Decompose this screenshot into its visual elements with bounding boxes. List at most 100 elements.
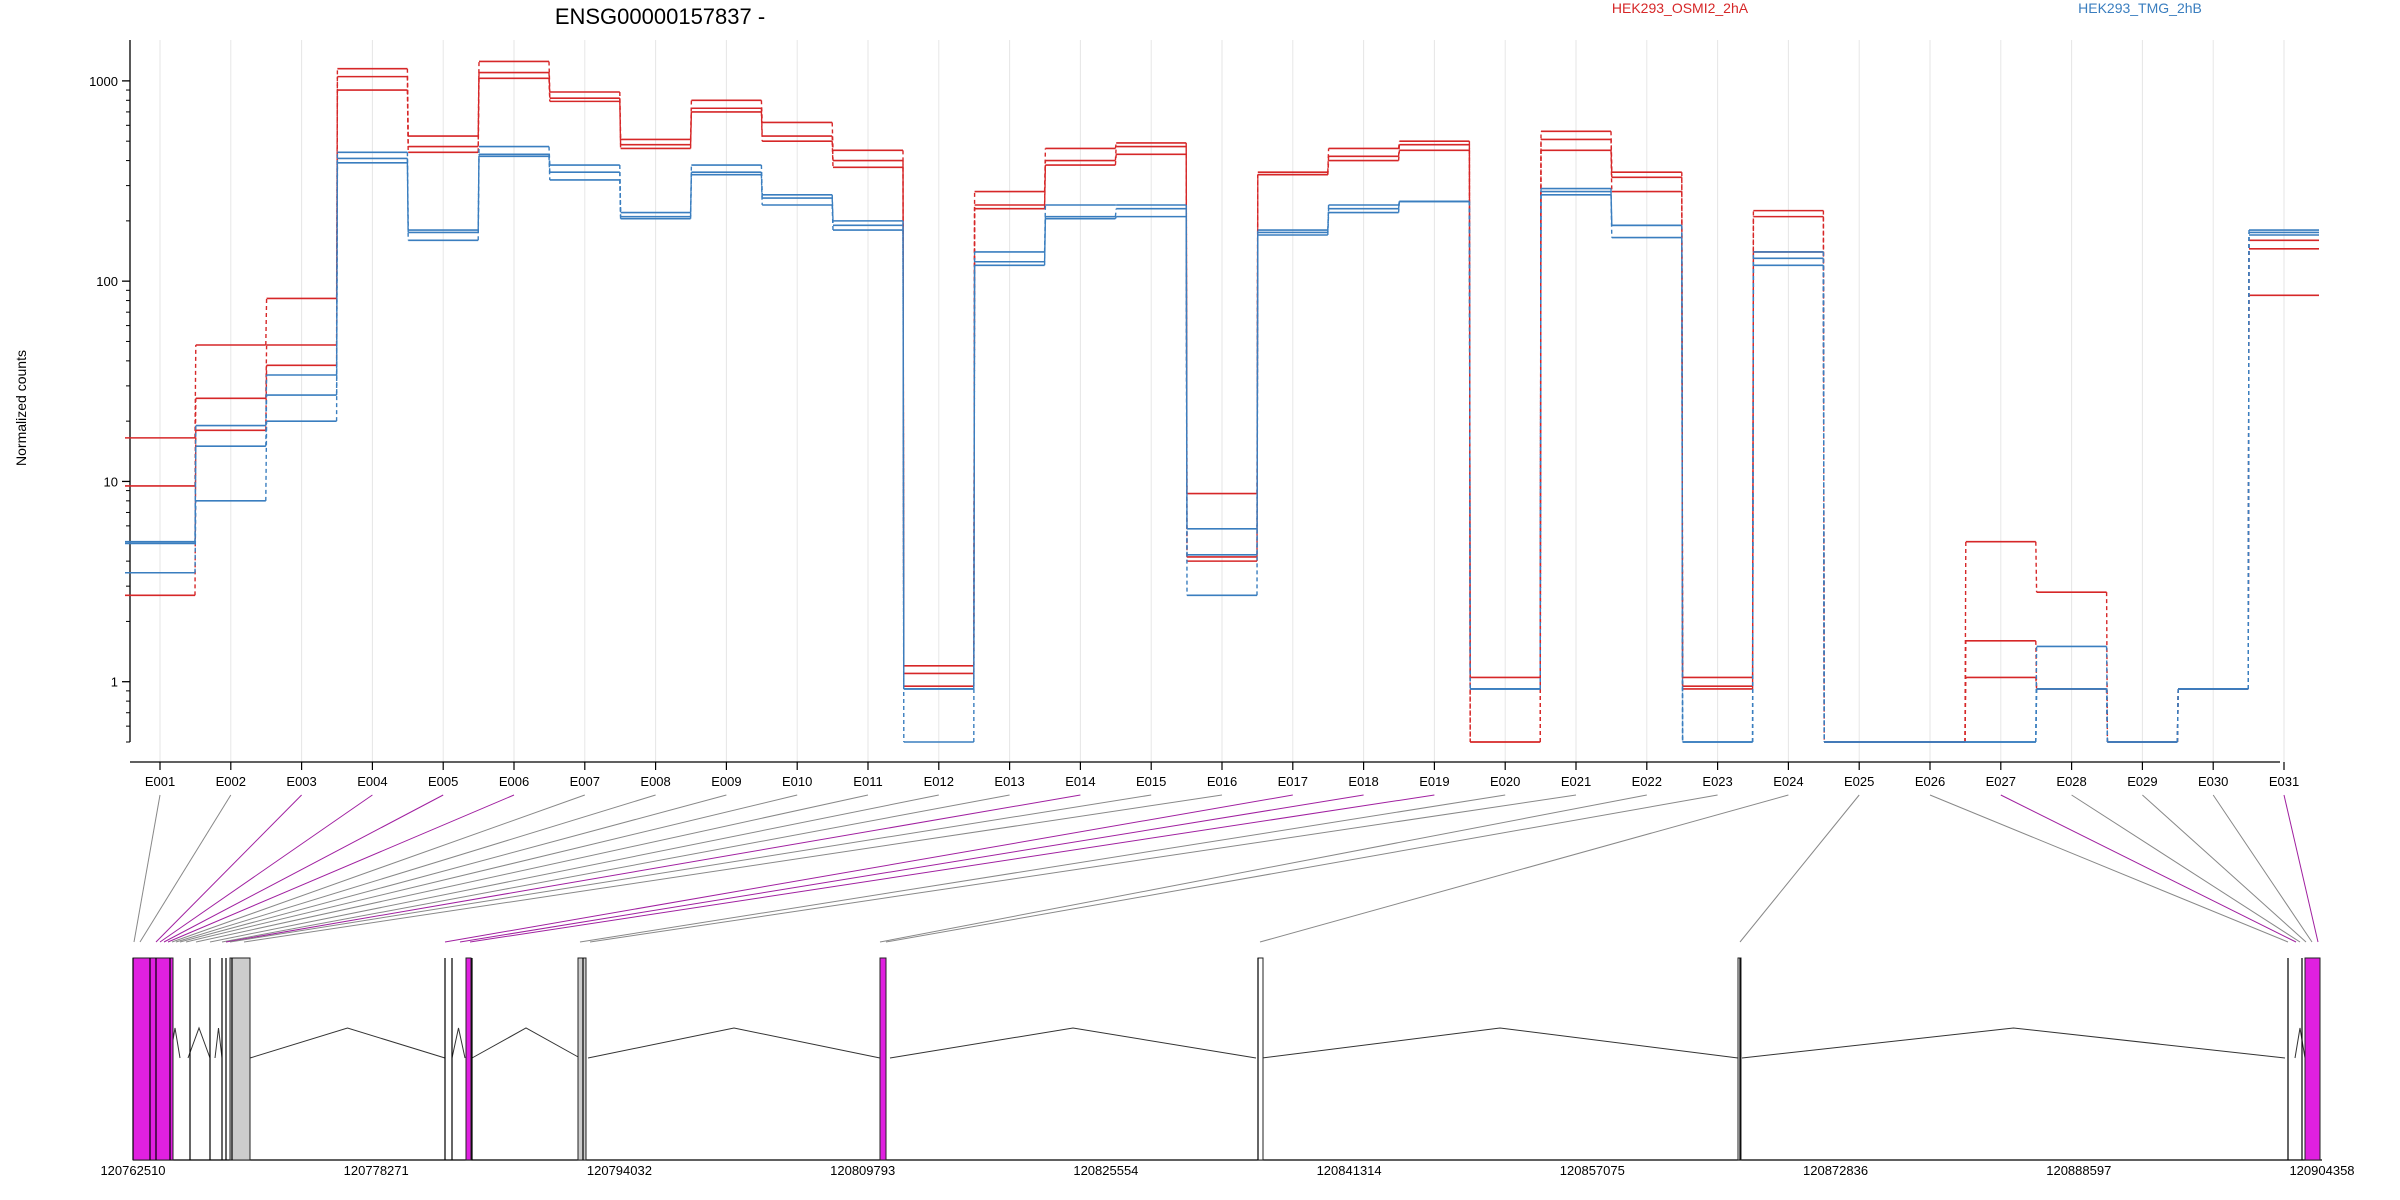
x-tick-label-E001: E001 <box>145 774 175 789</box>
series-connector <box>1114 154 1117 166</box>
exon-connector-E017 <box>444 794 1293 943</box>
gene-axis-tick-label: 120857075 <box>1560 1163 1625 1178</box>
intron-line <box>187 1026 211 1059</box>
gene-axis-tick-label: 120778271 <box>344 1163 409 1178</box>
series-connector <box>2247 230 2250 689</box>
series-connector <box>2105 592 2109 743</box>
series-connector <box>1043 216 1047 262</box>
series-connector <box>1327 212 1330 236</box>
series-connector <box>1822 265 1825 743</box>
x-tick-label-E008: E008 <box>640 774 670 789</box>
exon-block <box>132 957 174 1161</box>
exon-connector-E026 <box>1929 794 2289 943</box>
legend-series-osmi2: HEK293_OSMI2_2hA <box>1612 0 1749 16</box>
y-tick-label: 1 <box>111 675 118 690</box>
series-connector <box>2035 688 2038 743</box>
exon-connector-E001 <box>133 794 161 943</box>
x-tick-label-E024: E024 <box>1773 774 1803 789</box>
exon-connector-E028 <box>2071 794 2301 943</box>
x-tick-label-E018: E018 <box>1348 774 1378 789</box>
x-tick-label-E015: E015 <box>1136 774 1166 789</box>
x-tick-label-E007: E007 <box>570 774 600 789</box>
x-tick-label-E016: E016 <box>1207 774 1237 789</box>
y-tick-label: 1000 <box>89 74 118 89</box>
exon-block <box>465 957 472 1161</box>
legend-series-tmg: HEK293_TMG_2hB <box>2078 0 2202 16</box>
series-connector <box>1397 201 1401 213</box>
exon-block <box>229 957 251 1161</box>
exon-connector-E014 <box>225 794 1081 943</box>
exon-connector-E031 <box>2283 794 2319 943</box>
exon-connector-E003 <box>155 794 302 943</box>
x-tick-label-E025: E025 <box>1844 774 1874 789</box>
gene-axis-tick-label: 120825554 <box>1073 1163 1138 1178</box>
series-connector <box>760 172 763 199</box>
series-connector <box>265 421 268 501</box>
series-connector <box>1681 237 1684 743</box>
series-connector <box>1327 148 1330 173</box>
x-tick-label-E017: E017 <box>1278 774 1308 789</box>
x-tick-label-E031: E031 <box>2269 774 2299 789</box>
exon-connector-E011 <box>195 794 869 943</box>
exon-connector-E019 <box>469 794 1435 943</box>
series-connector <box>1043 218 1047 266</box>
series-connector <box>194 500 197 573</box>
x-tick-label-E002: E002 <box>216 774 246 789</box>
series-connector <box>902 230 905 743</box>
exon-connector-E010 <box>185 794 798 943</box>
y-tick-label: 100 <box>96 274 118 289</box>
chart-title: ENSG00000157837 - <box>555 4 765 29</box>
series-connector <box>760 111 763 142</box>
series-connector <box>760 174 763 206</box>
exon-connector-E023 <box>885 794 1718 943</box>
exon-block <box>879 957 887 1161</box>
gene-axis-tick-label: 120794032 <box>587 1163 652 1178</box>
x-tick-label-E010: E010 <box>782 774 812 789</box>
exon-connector-E029 <box>2142 794 2307 943</box>
series-connector <box>1397 144 1401 157</box>
grid-lines <box>159 40 2285 762</box>
exon-connector-E024 <box>1259 794 1789 943</box>
gene-axis-tick-label: 120904358 <box>2289 1163 2354 1178</box>
series-connector <box>689 111 693 149</box>
series-connector <box>760 100 763 123</box>
exon-connector-E016 <box>243 794 1223 943</box>
series-connector <box>2247 235 2250 689</box>
series-connector <box>1468 201 1471 689</box>
series-connector <box>1751 265 1755 743</box>
series-connector <box>619 179 622 219</box>
exon-connector-E027 <box>2000 794 2297 943</box>
series-connector <box>1964 677 1967 743</box>
series-connector <box>406 68 409 137</box>
gene-model: 120762510 120778271 120794032 120809793 1208… <box>100 957 2355 1178</box>
gene-axis-tick-label: 120762510 <box>100 1163 165 1178</box>
series-connector <box>831 141 834 168</box>
exon-connector-E015 <box>229 794 1152 943</box>
x-tick-label-E030: E030 <box>2198 774 2228 789</box>
x-tick-label-E028: E028 <box>2056 774 2086 789</box>
series-connector <box>406 158 409 233</box>
series-connector <box>2035 677 2038 690</box>
gene-axis-tick-label: 120841314 <box>1317 1163 1382 1178</box>
exon-connector-E006 <box>167 794 515 943</box>
series-connector <box>760 108 763 137</box>
exon-connector-E021 <box>589 794 1577 943</box>
series-line <box>125 155 2319 743</box>
intron-line <box>889 1027 1257 1059</box>
axes: 1 10 100 1000 E001 E002 E003 E004 E005 E006 E007 E0… <box>89 40 2299 789</box>
x-tick-label-E021: E021 <box>1561 774 1591 789</box>
x-tick-label-E004: E004 <box>357 774 387 789</box>
series-connector <box>335 158 339 396</box>
exon-connector-E007 <box>171 794 585 943</box>
series-connector <box>1114 216 1117 219</box>
series-connector <box>1610 194 1613 238</box>
intron-line <box>1741 1027 2286 1059</box>
series-connector <box>1043 160 1047 206</box>
x-tick-label-E009: E009 <box>711 774 741 789</box>
x-tick-label-E019: E019 <box>1419 774 1449 789</box>
x-tick-label-E005: E005 <box>428 774 458 789</box>
exon-connector-E012 <box>209 794 939 943</box>
series-connector <box>1114 208 1117 217</box>
intron-line <box>249 1027 446 1059</box>
